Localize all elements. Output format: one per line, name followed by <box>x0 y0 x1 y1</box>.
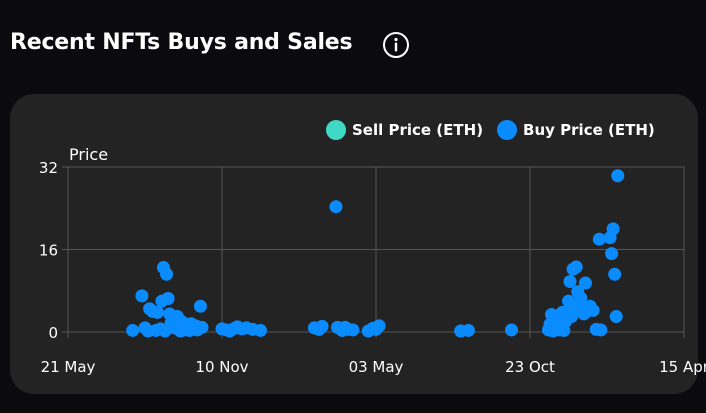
chart-axes: 0 16 32 21 May 10 Nov 03 May 23 Oct 15 Apr <box>39 159 706 376</box>
buy-point-34[interactable] <box>193 299 207 313</box>
legend-swatch-buy <box>497 120 518 140</box>
buy-point-53[interactable] <box>346 323 360 337</box>
x-tick-label-4: 15 Apr <box>659 358 706 376</box>
buy-point-82[interactable] <box>574 291 588 305</box>
page-title: Recent NFTs Buys and Sales <box>10 30 353 55</box>
buy-point-0[interactable] <box>126 323 140 337</box>
x-tick-label-0: 21 May <box>41 358 96 376</box>
buy-point-1[interactable] <box>135 289 149 303</box>
legend-label-sell: Sell Price (ETH) <box>352 121 484 139</box>
buy-point-91[interactable] <box>594 323 608 337</box>
chart-legend: Sell Price (ETH) Buy Price (ETH) <box>326 120 655 140</box>
info-circle-icon <box>383 32 409 58</box>
y-tick-label-2: 32 <box>39 159 58 177</box>
buy-point-35[interactable] <box>195 320 209 334</box>
buy-point-79[interactable] <box>569 260 583 274</box>
buy-point-88[interactable] <box>586 303 600 317</box>
buy-point-48[interactable] <box>329 200 343 214</box>
legend-item-sell[interactable]: Sell Price (ETH) <box>326 120 483 140</box>
legend-label-buy: Buy Price (ETH) <box>523 121 655 139</box>
buy-point-59[interactable] <box>461 323 475 337</box>
buy-point-47[interactable] <box>315 319 329 333</box>
chart-points <box>126 169 625 338</box>
buy-point-7[interactable] <box>150 305 164 319</box>
legend-swatch-sell <box>326 120 346 140</box>
buy-point-60[interactable] <box>505 323 519 337</box>
buy-point-93[interactable] <box>605 247 619 261</box>
buy-point-94[interactable] <box>606 222 620 236</box>
y-tick-label-0: 0 <box>48 324 58 342</box>
buy-point-95[interactable] <box>608 267 622 281</box>
y-tick-label-1: 16 <box>39 242 58 260</box>
chart-card <box>10 94 698 394</box>
buy-point-90[interactable] <box>592 232 606 246</box>
info-button[interactable] <box>382 31 410 59</box>
y-axis-label: Price <box>69 145 108 164</box>
buy-point-96[interactable] <box>609 310 623 324</box>
buy-point-44[interactable] <box>254 323 267 337</box>
buy-point-97[interactable] <box>611 169 625 183</box>
buy-point-12[interactable] <box>160 267 174 281</box>
buy-point-75[interactable] <box>563 274 577 288</box>
buy-point-85[interactable] <box>578 276 592 290</box>
buy-point-13[interactable] <box>161 291 175 305</box>
legend-item-buy[interactable]: Buy Price (ETH) <box>497 120 655 140</box>
buy-point-57[interactable] <box>372 319 386 333</box>
x-tick-label-1: 10 Nov <box>195 358 248 376</box>
x-tick-label-2: 03 May <box>349 358 404 376</box>
x-tick-label-3: 23 Oct <box>505 358 555 376</box>
